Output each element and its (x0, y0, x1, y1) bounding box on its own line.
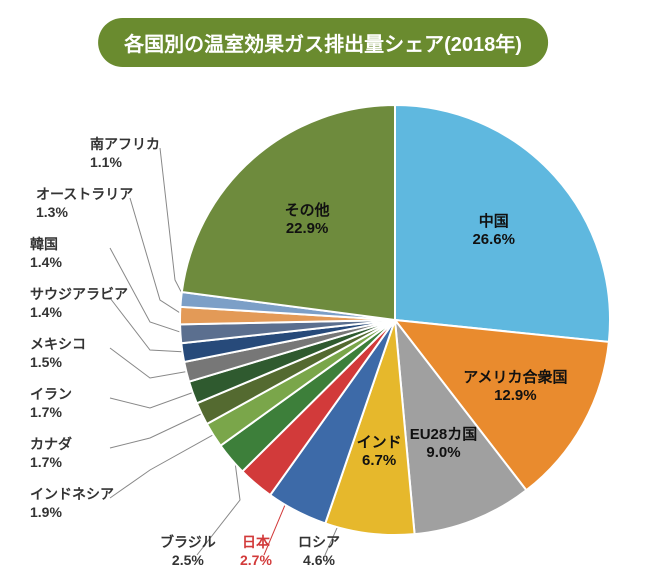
outer-label-pct: 2.5% (160, 552, 216, 570)
leader-line (110, 348, 191, 378)
outer-label-name: カナダ (30, 436, 72, 452)
outer-label-name: 韓国 (30, 236, 58, 252)
outer-label-name: 日本 (242, 534, 270, 550)
outer-label-name: イラン (30, 386, 72, 402)
outer-label-pct: 1.7% (30, 454, 72, 472)
outer-label-pct: 1.5% (30, 354, 86, 372)
slice-name: アメリカ合衆国 (463, 369, 567, 386)
outer-label-pct: 1.4% (30, 254, 62, 272)
outer-label-pct: 4.6% (298, 552, 340, 570)
leader-line (160, 148, 185, 300)
outer-label: 日本 2.7% (240, 534, 272, 569)
slice-label: EU28カ国9.0% (410, 426, 478, 462)
slice-label: その他22.9% (285, 202, 330, 238)
outer-label: 南アフリカ 1.1% (90, 136, 160, 171)
outer-label: サウジアラビア 1.4% (30, 286, 128, 321)
slice-name: EU28カ国 (410, 426, 478, 443)
slice-label: インド6.7% (357, 434, 402, 470)
outer-label-name: オーストラリア (36, 186, 133, 202)
slice-name: その他 (285, 202, 330, 219)
outer-label-name: ブラジル (160, 534, 216, 550)
leader-line (110, 412, 205, 448)
leader-line (130, 198, 184, 316)
outer-label: オーストラリア 1.3% (36, 186, 133, 221)
slice-name: インド (357, 434, 402, 451)
outer-label: ロシア 4.6% (298, 534, 340, 569)
outer-label-name: ロシア (298, 534, 340, 550)
slice-pct: 9.0% (426, 444, 460, 461)
outer-label: 韓国 1.4% (30, 236, 62, 271)
leader-line (110, 391, 197, 408)
outer-label: ブラジル 2.5% (160, 534, 216, 569)
outer-label: カナダ 1.7% (30, 436, 72, 471)
outer-label: インドネシア 1.9% (30, 486, 114, 521)
chart-stage: 各国別の温室効果ガス排出量シェア(2018年) 中国26.6%アメリカ合衆国12… (0, 0, 646, 580)
outer-label-pct: 1.1% (90, 154, 160, 172)
slice-pct: 26.6% (472, 231, 515, 248)
slice-pct: 12.9% (494, 387, 537, 404)
slice-label: 中国26.6% (472, 213, 515, 249)
outer-label-pct: 1.9% (30, 504, 114, 522)
outer-label: メキシコ 1.5% (30, 336, 86, 371)
slice-name: 中国 (479, 213, 509, 230)
outer-label-name: インドネシア (30, 486, 114, 502)
leader-line (110, 433, 217, 498)
slice-label: アメリカ合衆国12.9% (463, 369, 567, 405)
outer-label-name: メキシコ (30, 336, 86, 352)
outer-label-pct: 1.7% (30, 404, 72, 422)
outer-label-pct: 2.7% (240, 552, 272, 570)
slice-pct: 22.9% (286, 220, 329, 237)
outer-label-name: 南アフリカ (90, 136, 160, 152)
slice-pct: 6.7% (362, 452, 396, 469)
outer-label-pct: 1.4% (30, 304, 128, 322)
outer-label-pct: 1.3% (36, 204, 133, 222)
outer-label: イラン 1.7% (30, 386, 72, 421)
outer-label-name: サウジアラビア (30, 286, 128, 302)
